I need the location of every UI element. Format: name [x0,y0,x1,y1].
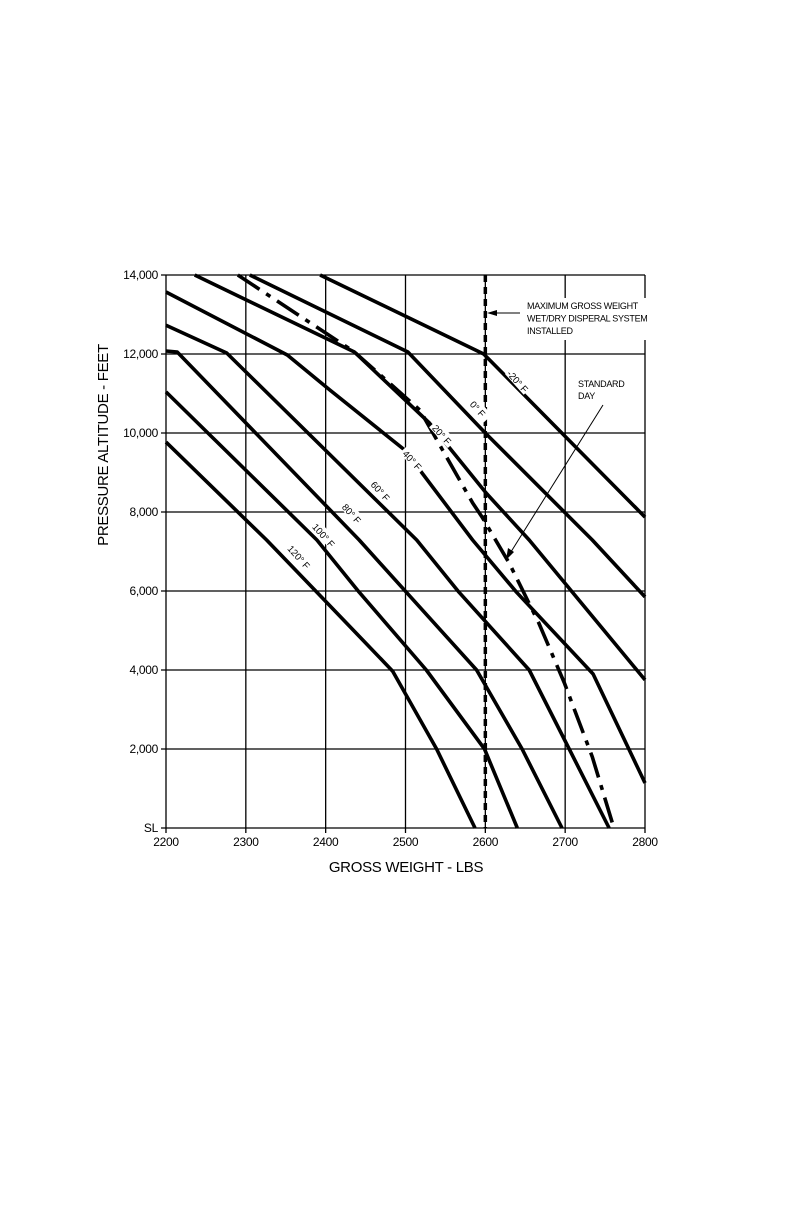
x-tick-label: 2300 [233,835,259,849]
x-tick-label: 2800 [632,835,658,849]
y-axis-title: PRESSURE ALTITUDE - FEET [95,344,112,546]
x-tick-label: 2200 [153,835,179,849]
annotations: MAXIMUM GROSS WEIGHT WET/DRY DISPERAL SYS… [487,298,650,560]
x-tick-label: 2500 [393,835,419,849]
y-tick-label: SL [144,821,159,835]
y-tick-label: 6,000 [129,584,158,598]
standard-day-annotation: DAY [578,391,595,401]
max-weight-annotation: INSTALLED [527,326,573,336]
y-tick-label: 4,000 [129,663,158,677]
x-tick-label: 2400 [313,835,339,849]
standard-day-annotation: STANDARD [578,379,625,389]
temperature-curve [249,273,647,599]
temperature-curve [165,290,647,784]
tick-labels: 2200 2300 2400 2500 2600 2700 2800 SL 2,000 4,000… [123,268,659,849]
y-tick-label: 8,000 [129,505,158,519]
curve-label-bg [429,419,456,449]
curve-label-bg [286,542,314,571]
y-tick-label: 14,000 [123,268,159,282]
curve-label-bg [338,498,366,528]
curve-label-bg [367,476,395,505]
y-tick-label: 10,000 [123,426,159,440]
temperature-curve [193,273,647,682]
x-tick-label: 2600 [473,835,499,849]
standard-day-curve [236,273,616,829]
x-tick-label: 2700 [552,835,578,849]
temperature-curve [164,440,477,829]
y-tick-label: 12,000 [123,347,159,361]
x-axis-title: GROSS WEIGHT - LBS [329,859,484,876]
temperature-curve [164,390,519,829]
curve-label-bg [504,366,532,395]
temperature-curve [319,273,647,519]
max-weight-annotation: WET/DRY DISPERAL SYSTEM [527,314,647,324]
standard-day-arrow [508,404,604,556]
series-lines [164,273,647,829]
temperature-curve [165,349,564,829]
y-tick-label: 2,000 [129,742,158,756]
curve-label-bg [310,520,338,549]
annotation-bg [520,298,650,340]
curve-label-bg [465,394,492,423]
max-weight-annotation: MAXIMUM GROSS WEIGHT [527,301,639,311]
temperature-curve [165,323,611,829]
arrowhead-icon [506,548,514,560]
arrowhead-icon [487,310,497,316]
curve-label-bg [399,445,427,474]
